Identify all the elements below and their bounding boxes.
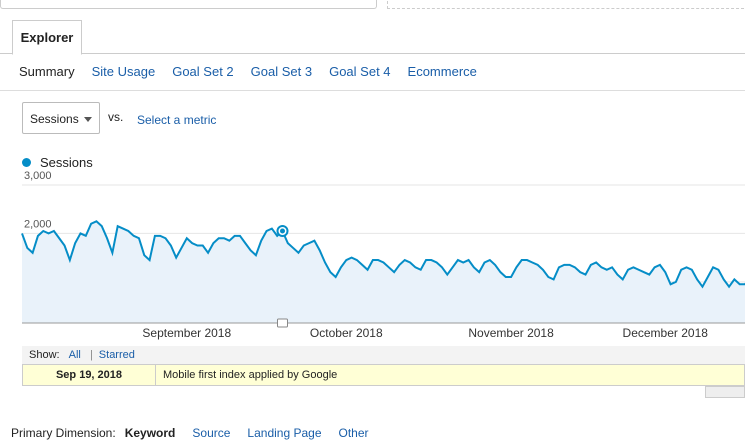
primary-dimension: Primary Dimension: Keyword Source Landing P… — [11, 426, 386, 440]
caret — [84, 117, 92, 126]
dashed-box — [387, 0, 745, 9]
area — [22, 221, 745, 323]
line — [21, 220, 745, 289]
metric-dropdown[interactable]: Sessions — [22, 102, 100, 134]
show-row: Show: All | Starred — [22, 346, 745, 364]
subtab[interactable]: Goal Set 3 — [250, 64, 313, 79]
subtab[interactable]: Goal Set 4 — [329, 64, 391, 79]
dimension-option[interactable]: Source — [192, 426, 231, 440]
legend-dot — [22, 158, 31, 167]
legend-label: Sessions — [40, 155, 93, 170]
y-tick-label: 2,000 — [24, 218, 52, 230]
search-box[interactable] — [0, 0, 377, 9]
x-tick-label: September 2018 — [142, 326, 231, 340]
select-metric[interactable]: Select a metric — [137, 113, 217, 127]
annotation-text: Mobile first index applied by Google — [163, 369, 338, 381]
dimension-option[interactable]: Keyword — [124, 426, 176, 440]
annotation-row[interactable]: Sep 19, 2018 Mobile first index applied … — [22, 364, 745, 386]
highlight-dot — [279, 228, 285, 234]
sep: | — [89, 349, 93, 361]
tab-line — [0, 53, 745, 54]
scroll-tab[interactable] — [705, 386, 745, 398]
annotation-date: Sep 19, 2018 — [23, 365, 156, 385]
x-tick-label: December 2018 — [623, 326, 709, 340]
show-label: Show: — [29, 349, 60, 361]
pd-label: Primary Dimension: — [11, 426, 116, 440]
vs-label: vs. — [108, 110, 124, 124]
subtab[interactable]: Site Usage — [91, 64, 156, 79]
show-all[interactable]: All — [68, 349, 81, 361]
divider — [0, 90, 745, 91]
subtab[interactable]: Goal Set 2 — [172, 64, 234, 79]
x-tick-label: November 2018 — [468, 326, 554, 340]
x-tick-label: October 2018 — [310, 326, 383, 340]
subtab[interactable]: Ecommerce — [407, 64, 477, 79]
tab[interactable]: Explorer — [12, 20, 82, 55]
subtabs: Summary Site Usage Goal Set 2 Goal Set 3 Goa… — [19, 64, 494, 79]
dimension-option[interactable]: Landing Page — [247, 426, 322, 440]
dimension-option[interactable]: Other — [338, 426, 369, 440]
subtab[interactable]: Summary — [19, 64, 75, 79]
show-starred[interactable]: Starred — [98, 349, 135, 361]
annotation-marker[interactable] — [276, 318, 288, 328]
y-tick-label: 3,000 — [24, 170, 52, 182]
legend: Sessions — [22, 155, 93, 170]
metric-label: Sessions — [30, 112, 79, 126]
